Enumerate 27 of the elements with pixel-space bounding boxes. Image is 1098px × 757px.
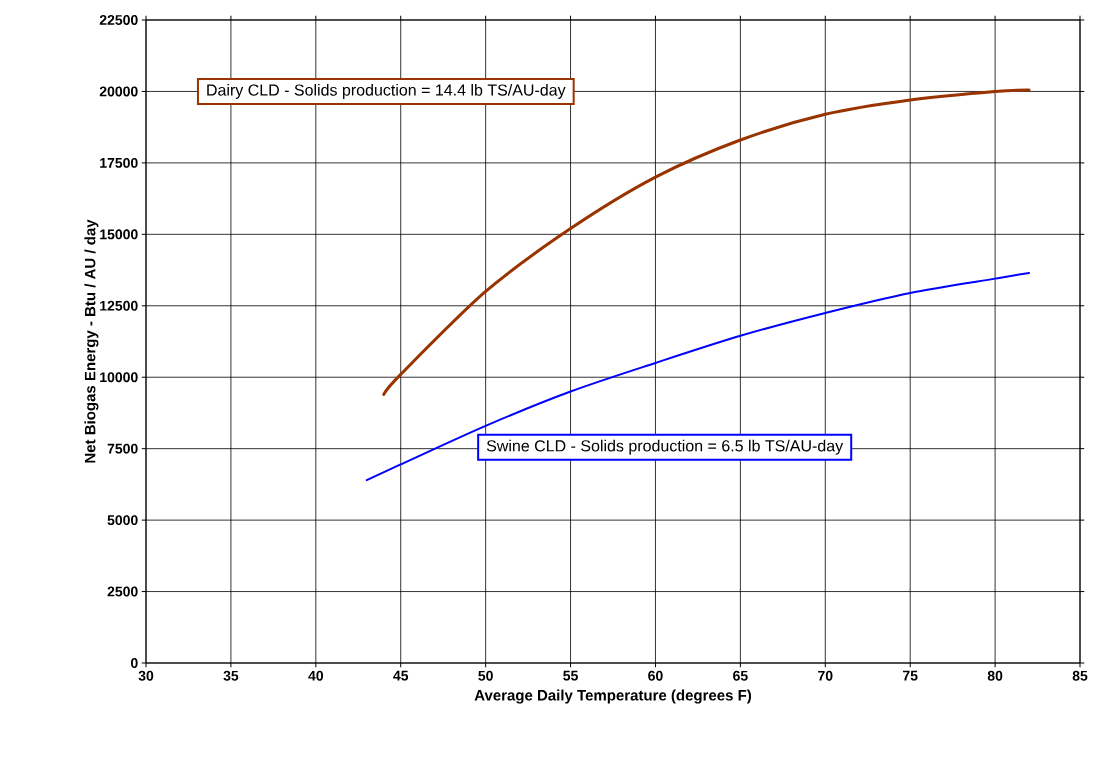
y-tick-label: 17500 — [100, 157, 138, 168]
x-axis-title: Average Daily Temperature (degrees F) — [474, 689, 752, 704]
text: Dairy CLD - Solids production = 14.4 lb TS/AU-day — [207, 83, 566, 99]
x-tick-label: 45 — [393, 670, 409, 681]
y-tick-label: 12500 — [100, 300, 138, 311]
y-tick-label: 7500 — [107, 443, 138, 454]
x-tick-label: 80 — [987, 670, 1003, 681]
y-tick-label: 15000 — [100, 229, 138, 240]
y-tick-label: 20000 — [99, 86, 138, 97]
x-tick-label: 70 — [818, 670, 833, 681]
y-tick-label: 22500 — [99, 15, 138, 25]
y-tick-label: 2500 — [107, 586, 138, 597]
x-tick-label: 40 — [308, 670, 324, 681]
y-tick-label: 0 — [130, 658, 138, 668]
series-label: Swine CLD - Solids production = 6.5 lb TS/AU-day — [486, 439, 844, 455]
y-tick-label: 5000 — [107, 515, 138, 526]
x-tick-label: 55 — [563, 670, 578, 681]
x-tick-label: 35 — [223, 670, 239, 681]
x-tick-label: 75 — [903, 670, 918, 681]
x-tick-label: 50 — [478, 670, 493, 681]
y-axis-title: Net Biogas Energy - Btu / AU / day — [84, 219, 99, 463]
line-series — [365, 271, 1031, 482]
x-tick-label: 30 — [138, 670, 154, 681]
x-tick-label: 60 — [648, 670, 663, 681]
y-tick-label: 10000 — [100, 372, 138, 383]
x-tick-label: 65 — [733, 670, 748, 681]
x-tick-label: 85 — [1072, 670, 1088, 681]
